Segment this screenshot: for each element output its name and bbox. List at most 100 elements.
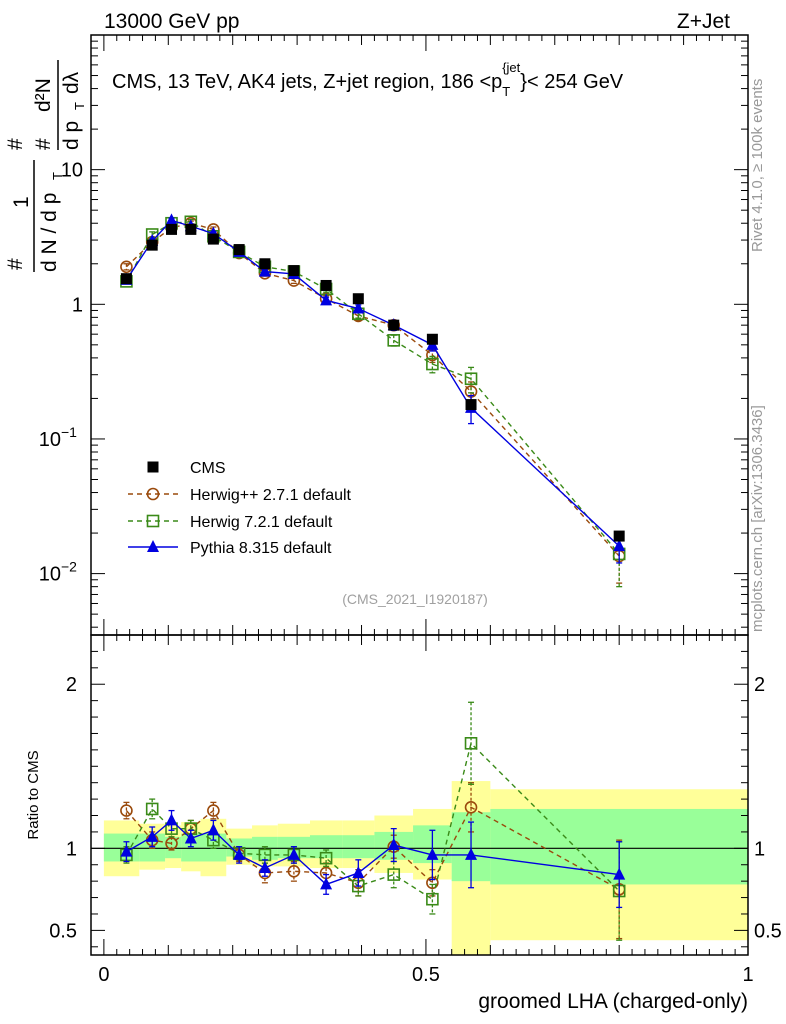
- ratio-panel: 0 0.5 10.5 0.51 12 2: [49, 634, 782, 986]
- header-left: 13000 GeV pp: [104, 10, 239, 33]
- ratio-pythia-8-315-default-point: [613, 867, 626, 880]
- main-cms-point: [185, 223, 197, 235]
- main-cms-point: [320, 279, 332, 291]
- legend-marker: [147, 461, 159, 473]
- ratio-y-tick-label-left: 0.5: [49, 920, 77, 942]
- legend-marker: [147, 540, 159, 552]
- ratio-pythia-8-315-default-point: [287, 847, 300, 860]
- legend-marker: [146, 514, 160, 528]
- main-cms-point: [259, 258, 271, 270]
- ylabel-hash-2: #: [4, 138, 27, 150]
- x-axis-label: groomed LHA (charged-only): [478, 990, 748, 1013]
- rivet-label: Rivet 4.1.0, ≥ 100k events: [749, 79, 766, 252]
- y-tick-label: 10: [39, 429, 61, 451]
- main-pythia-8-315-default-point: [352, 301, 365, 314]
- ratio-herwig-7-2-1-default-point: [145, 802, 159, 816]
- ylabel-t2: T: [72, 102, 87, 110]
- main-pythia-8-315-default-point: [165, 213, 178, 226]
- ratio-pythia-8-315-default-point: [352, 865, 365, 878]
- main-herwig-2-7-1-default-point: [120, 260, 133, 274]
- ratio-herwig-2-7-1-default-point: [207, 804, 220, 817]
- ratio-herwig-7-2-1-default-point: [426, 892, 439, 906]
- ratio-y-tick-label-right: 1: [754, 838, 765, 860]
- y-tick-label: 1: [72, 294, 83, 316]
- main-herwig-7-2-1-default-point: [464, 372, 478, 386]
- main-cms-point: [288, 265, 300, 277]
- ylabel-numer: d²N: [32, 78, 55, 112]
- ratio-herwig-7-2-1-default-point: [387, 868, 401, 881]
- watermark: (CMS_2021_I1920187): [342, 591, 488, 607]
- legend-label-pythia: Pythia 8.315 default: [190, 540, 332, 557]
- ratio-band-stat: [310, 835, 343, 859]
- main-herwig-7-2-1-default-line: [125, 221, 620, 555]
- ratio-pythia-8-315-default-point: [146, 829, 159, 842]
- ratio-band-stat: [181, 833, 201, 862]
- y-tick-label-exp: −1: [61, 424, 77, 440]
- ratio-frame: [90, 634, 749, 956]
- main-cms-point: [426, 333, 438, 345]
- main-title: CMS, 13 TeV, AK4 jets, Z+jet region, 186…: [112, 60, 624, 99]
- y-tick-label: 10: [39, 564, 61, 586]
- legend: CMS Herwig++ 2.7.1 default Herwig 7.2.1 …: [128, 460, 352, 557]
- mcplots-label: mcplots.cern.ch [arXiv:1306.3436]: [749, 405, 766, 632]
- ratio-pythia-8-315-default-point: [320, 877, 333, 890]
- main-pythia-8-315-default-point: [320, 293, 333, 306]
- ratio-pythia-8-315-default-point: [465, 847, 478, 860]
- ratio-y-tick-label-right: 2: [754, 674, 765, 696]
- ylabel-dp: d p: [60, 121, 83, 150]
- ratio-ylabel: Ratio to CMS: [25, 750, 42, 839]
- main-herwig-7-2-1-default-point: [426, 357, 439, 371]
- main-cms-point: [388, 319, 400, 331]
- main-cms-point: [207, 233, 219, 245]
- main-herwig-7-2-1-default-point: [387, 334, 401, 347]
- x-tick-label: 1: [742, 964, 753, 986]
- legend-label-herwig7: Herwig 7.2.1 default: [190, 514, 333, 531]
- y-tick-label: 10: [61, 160, 83, 182]
- x-tick-label: 0: [98, 964, 109, 986]
- main-cms-point: [613, 530, 625, 542]
- main-cms-point: [120, 273, 132, 285]
- legend-label-cms: CMS: [190, 460, 226, 477]
- ratio-pythia-8-315-default-point: [258, 861, 271, 874]
- ratio-herwig-7-2-1-default-line: [125, 741, 620, 901]
- main-pythia-8-315-default-point: [613, 539, 626, 552]
- ratio-band-stat: [342, 835, 375, 859]
- ratio-herwig-2-7-1-default-line: [125, 806, 620, 890]
- ratio-pythia-8-315-default-point: [184, 831, 197, 844]
- ratio-herwig-7-2-1-default-point: [319, 851, 333, 865]
- ylabel-one: 1: [10, 196, 33, 208]
- header-right: Z+Jet: [677, 10, 730, 33]
- ratio-herwig-2-7-1-default-point: [287, 865, 301, 878]
- ratio-y-tick-label-left: 1: [66, 838, 77, 860]
- main-pythia-8-315-default-point: [258, 264, 271, 277]
- ratio-y-tick-label-left: 2: [66, 674, 77, 696]
- ratio-pythia-8-315-default-point: [387, 838, 400, 851]
- ratio-pythia-8-315-default-point: [120, 844, 133, 857]
- main-cms-point: [465, 399, 477, 411]
- x-tick-label: 0.5: [412, 964, 440, 986]
- main-cms-point: [146, 239, 158, 251]
- main-cms-point: [166, 223, 178, 235]
- ratio-herwig-2-7-1-default-point: [165, 837, 178, 850]
- y-tick-label-exp: −2: [61, 559, 77, 575]
- ratio-pythia-8-315-default-point: [426, 847, 439, 860]
- ylabel-dl: dλ: [60, 71, 83, 94]
- ylabel-dn: d N / d p: [38, 193, 61, 272]
- ratio-pythia-8-315-default-point: [165, 813, 178, 826]
- legend-label-herwigpp: Herwig++ 2.7.1 default: [190, 487, 352, 504]
- ratio-y-tick-label-right: 0.5: [754, 920, 782, 942]
- ylabel-hash-3: #: [32, 138, 55, 150]
- legend-marker: [146, 487, 160, 501]
- main-cms-point: [233, 244, 245, 256]
- ratio-pythia-8-315-default-point: [233, 847, 246, 860]
- ylabel-t1: T: [50, 172, 65, 180]
- ratio-herwig-7-2-1-default-point: [464, 737, 478, 750]
- ratio-herwig-2-7-1-default-point: [464, 801, 478, 814]
- ylabel-hash-1: #: [4, 258, 27, 270]
- ratio-herwig-2-7-1-default-point: [120, 804, 133, 817]
- main-ylabel: # 1 d N / d p T # # d²N d p T dλ: [4, 60, 87, 272]
- main-herwig-2-7-1-default-line: [125, 222, 620, 557]
- main-cms-point: [352, 293, 364, 305]
